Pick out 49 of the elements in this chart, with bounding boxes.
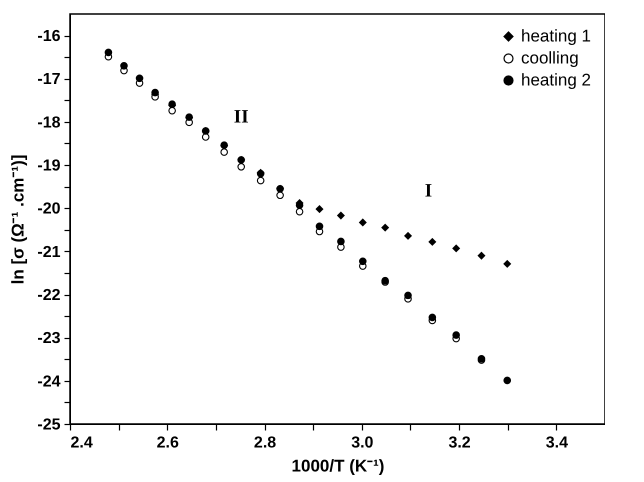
point: [404, 232, 412, 240]
point: [359, 258, 367, 266]
x-axis-title: 1000/T (K⁻¹): [292, 456, 384, 476]
y-tick-label: -24: [37, 373, 61, 390]
point: [503, 376, 512, 384]
point: [136, 74, 144, 82]
legend-label: heating 2: [521, 70, 591, 90]
point: [381, 224, 389, 232]
point: [359, 218, 367, 226]
y-tick-label: -22: [37, 287, 61, 304]
point: [168, 106, 176, 114]
point: [316, 222, 324, 230]
y-tick-label: -18: [37, 114, 61, 132]
point: [404, 292, 412, 300]
y-tick-label: -19: [37, 158, 61, 175]
x-tick-label: 2.8: [254, 434, 276, 452]
point: [503, 260, 512, 268]
point: [428, 314, 436, 322]
point: [256, 176, 264, 184]
point: [337, 238, 345, 246]
y-tick-label: -21: [37, 244, 61, 261]
x-tick-label: 2.6: [156, 434, 179, 452]
y-tick-label: -17: [37, 71, 61, 88]
y-axis-title: ln [σ (Ω⁻¹ .cm⁻¹)]: [8, 154, 28, 284]
y-tick-label: -20: [37, 200, 61, 218]
annotation: II: [234, 106, 249, 128]
point: [428, 238, 436, 246]
point: [452, 244, 460, 252]
point: [237, 162, 245, 171]
y-tick-label: -23: [37, 330, 61, 348]
point: [337, 212, 345, 220]
x-tick-label: 3.4: [546, 434, 568, 452]
y-tick-label: -25: [37, 416, 61, 434]
point: [296, 208, 304, 216]
point: [316, 205, 324, 213]
y-tick-label: -16: [37, 28, 61, 46]
x-tick-label: 3.0: [351, 434, 374, 452]
x-tick-label: 3.2: [448, 434, 471, 452]
point: [104, 48, 112, 56]
legend-label: coolling: [521, 48, 579, 68]
x-tick-label: 2.4: [70, 434, 93, 452]
point: [220, 148, 228, 156]
point: [478, 252, 486, 260]
annotation: I: [424, 180, 432, 202]
legend-label: heating 1: [521, 26, 591, 46]
point: [202, 133, 210, 141]
point: [120, 62, 128, 70]
point: [276, 191, 284, 200]
point: [452, 331, 460, 339]
